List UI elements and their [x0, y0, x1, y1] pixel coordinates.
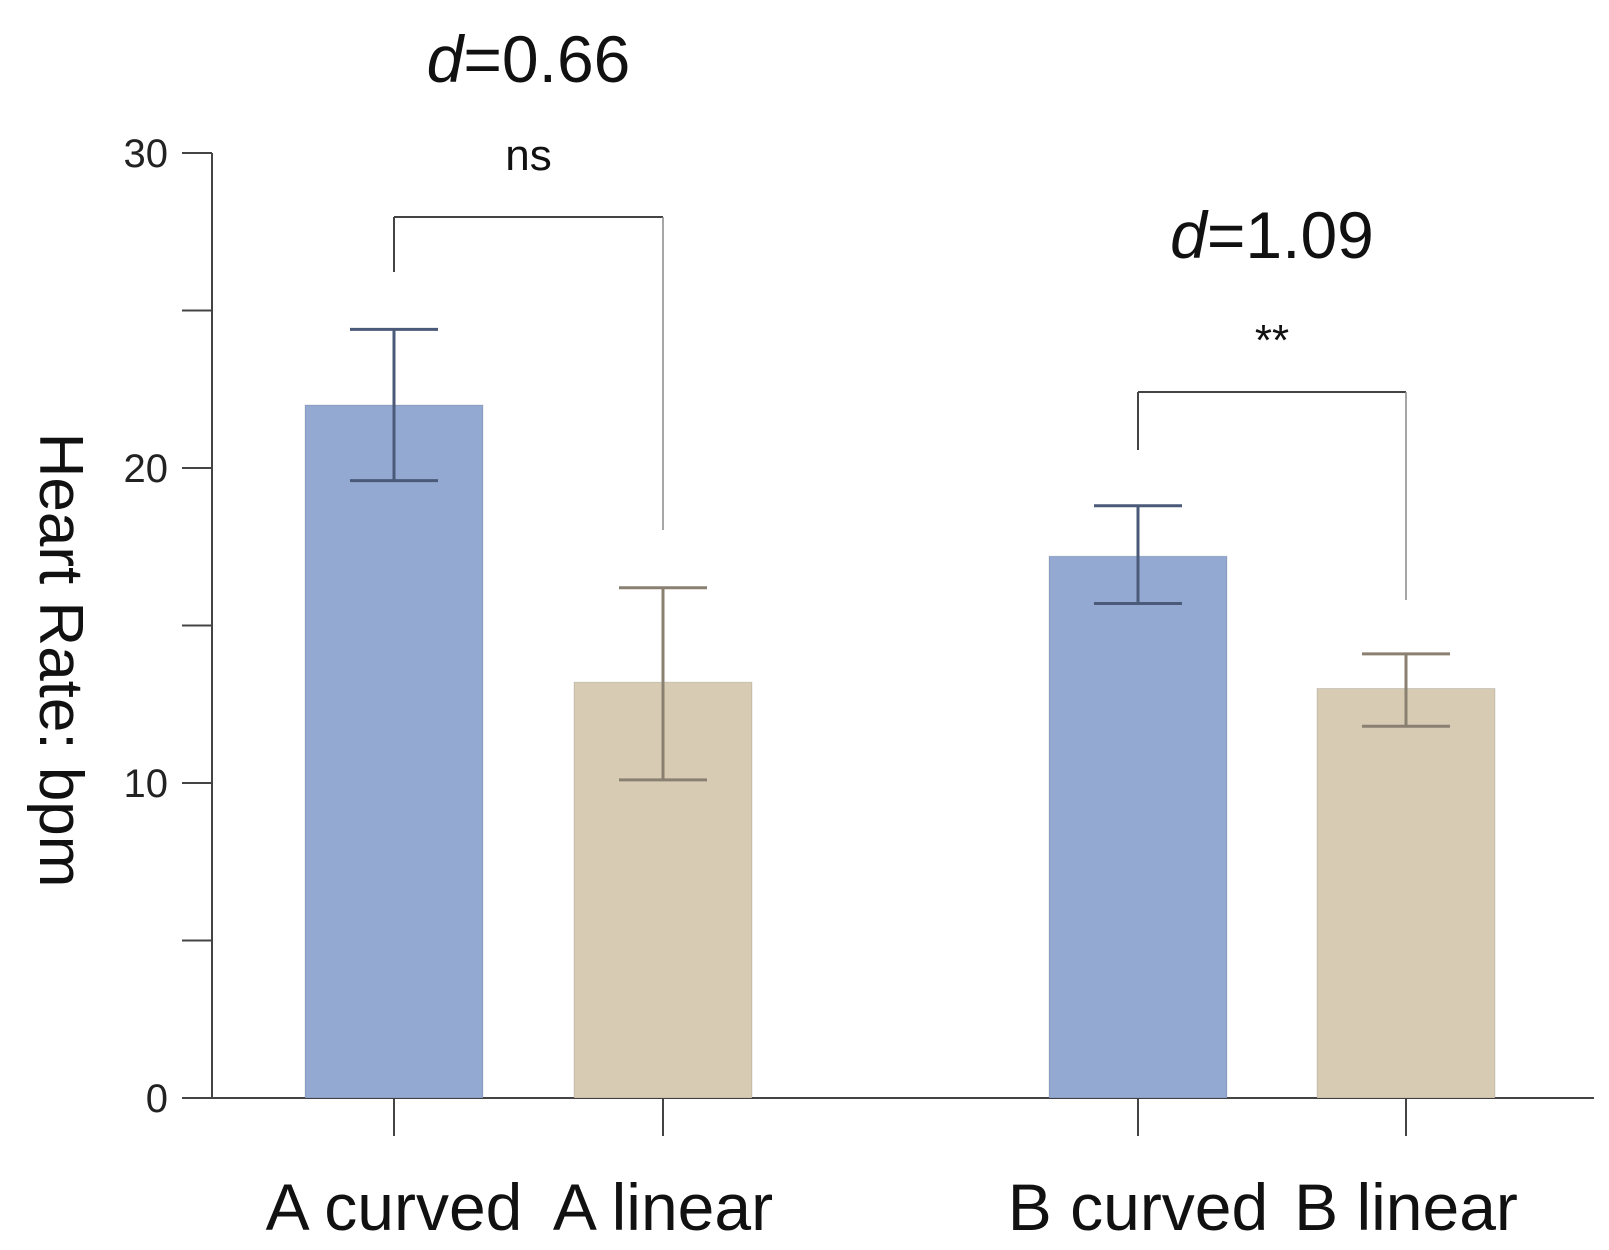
bars	[304, 404, 1496, 1099]
effect-size-value: =1.09	[1207, 198, 1374, 272]
y-tick-label: 30	[124, 132, 169, 176]
y-tick-label: 10	[124, 762, 169, 806]
x-tick-label: B linear	[1294, 1170, 1518, 1244]
effect-size-label: d=1.09	[1170, 198, 1374, 272]
x-tick-label: A linear	[553, 1170, 773, 1244]
y-tick-label: 20	[124, 447, 169, 491]
comparison-brackets	[393, 216, 1407, 600]
bar-b-linear	[1316, 688, 1496, 1099]
y-axis-label: Heart Rate: bpm	[26, 433, 95, 888]
x-tick-label: B curved	[1008, 1170, 1268, 1244]
effect-size-variable: d	[1170, 198, 1209, 272]
bar-b-curved	[1048, 555, 1228, 1099]
effect-size-variable: d	[427, 22, 466, 96]
effect-size-label: d=0.66	[427, 22, 631, 96]
effect-size-value: =0.66	[463, 22, 630, 96]
labels: A curved A linear B curved B linearnsd=0.66…	[26, 22, 1518, 1244]
error-bars	[350, 327, 1450, 782]
x-tick-label: A curved	[266, 1170, 523, 1244]
significance-label: **	[1255, 316, 1289, 365]
significance-label: ns	[505, 131, 551, 180]
bar-a-curved	[304, 404, 484, 1099]
y-tick-label: 0	[146, 1077, 168, 1121]
